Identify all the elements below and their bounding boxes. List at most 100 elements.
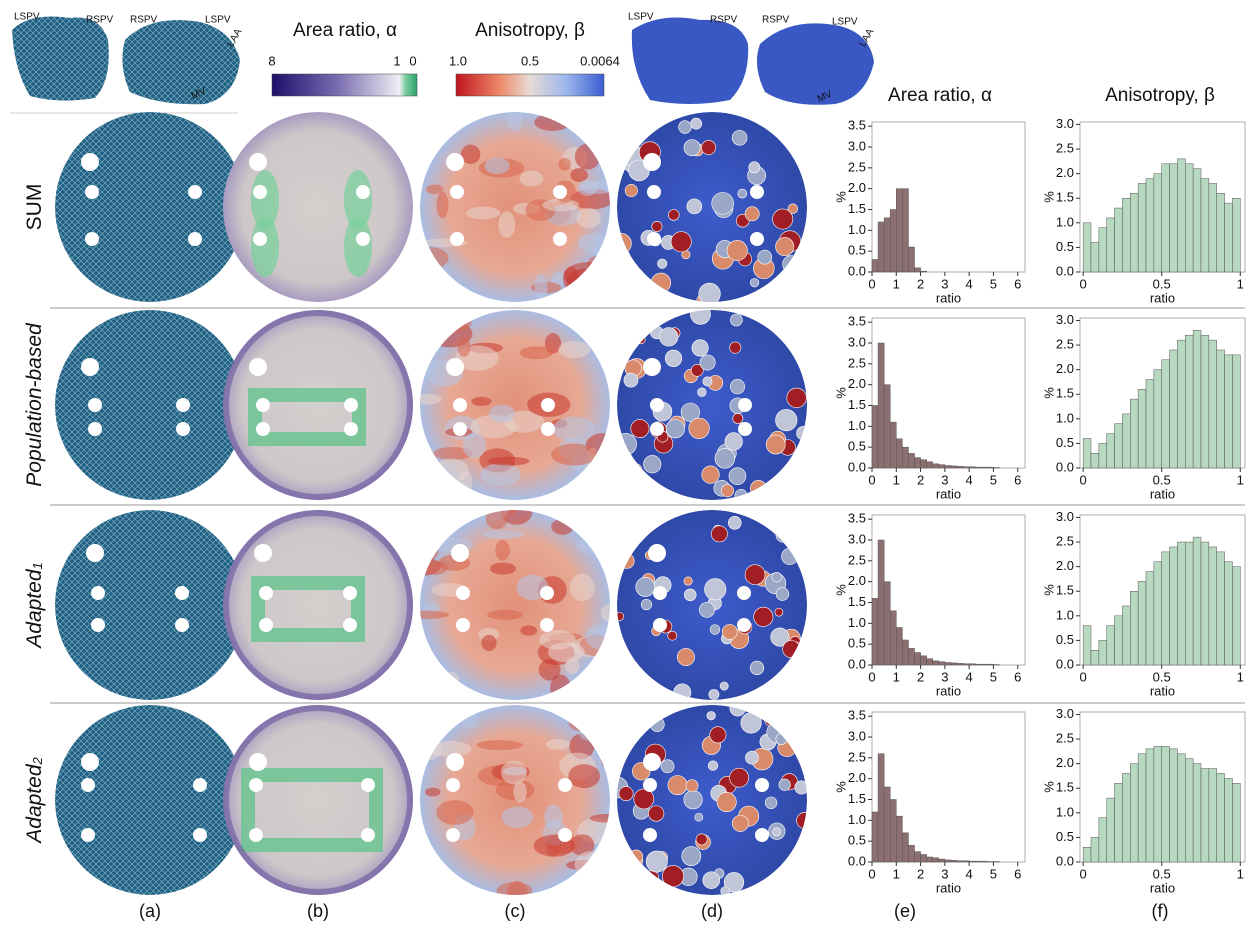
hole	[456, 586, 470, 600]
hole	[647, 185, 661, 199]
aniso-blob	[485, 158, 510, 174]
y-tick-label: 3.0	[1056, 312, 1074, 327]
atrium-mesh	[122, 20, 240, 104]
patch	[732, 130, 747, 145]
x-tick-label: 6	[1014, 276, 1021, 291]
hist-bar	[1099, 443, 1107, 468]
hist-bar	[872, 598, 878, 665]
aniso-blob	[490, 563, 516, 575]
aniso-blob	[558, 341, 590, 358]
atrium-patches	[632, 18, 748, 104]
aniso-blob	[410, 394, 442, 405]
anatomy-label: RSPV	[86, 15, 114, 26]
hist-bar	[902, 447, 908, 468]
hist-bar	[1146, 572, 1154, 665]
aniso-blob	[404, 541, 438, 562]
y-tick-label: 0.0	[1056, 853, 1074, 868]
patch	[641, 599, 652, 610]
aniso-blob	[487, 610, 523, 620]
aniso-blob	[520, 346, 553, 359]
x-tick-label: 5	[990, 669, 997, 684]
patch	[684, 790, 703, 809]
aniso-blob	[570, 574, 595, 601]
patch	[619, 786, 633, 800]
aniso-blob	[411, 247, 448, 269]
y-tick-label: 1.0	[848, 418, 866, 433]
hist-bar	[908, 648, 914, 665]
disk	[55, 705, 245, 895]
row-label-text: Population-based	[23, 322, 46, 487]
patch	[668, 495, 677, 504]
y-tick-label: 1.5	[848, 201, 866, 216]
y-tick-label: 3.0	[1056, 116, 1074, 131]
aniso-blob	[495, 540, 509, 561]
hist-bar	[1099, 640, 1107, 665]
colorbar-tick: 0.0064	[580, 53, 620, 68]
hole	[188, 232, 202, 246]
y-tick-label: 2.5	[1056, 336, 1074, 351]
y-axis-label: %	[1041, 584, 1056, 596]
disk	[55, 112, 245, 302]
y-axis-label: %	[833, 387, 848, 399]
aniso-blob	[574, 486, 596, 498]
patch	[610, 130, 624, 144]
hole	[85, 232, 99, 246]
x-tick-label: 1	[1237, 276, 1244, 291]
patch	[776, 237, 794, 255]
flattened-map	[223, 310, 413, 500]
patch	[700, 355, 715, 370]
aniso-blob	[558, 158, 570, 171]
patch	[677, 648, 694, 665]
hist-bar	[902, 833, 908, 862]
x-tick-label: 1	[1237, 669, 1244, 684]
hist-bar	[945, 663, 951, 666]
aniso-blob	[513, 781, 526, 802]
hole	[643, 828, 657, 842]
x-tick-label: 3	[941, 669, 948, 684]
x-axis-label: ratio	[936, 290, 961, 305]
x-tick-label: 4	[966, 669, 973, 684]
patch	[776, 734, 787, 745]
x-axis-label: ratio	[1150, 486, 1175, 501]
hist-bar	[1170, 350, 1178, 468]
hist-bar	[1091, 453, 1099, 468]
hist-bar	[1083, 847, 1091, 862]
hist-bar	[1193, 764, 1201, 862]
aniso-blob	[507, 105, 523, 131]
hole	[456, 618, 470, 632]
patch	[796, 292, 813, 309]
patch	[754, 607, 773, 626]
row-label-sub: 1	[30, 562, 45, 569]
hist-bar	[963, 467, 969, 468]
patch	[666, 419, 685, 438]
hole	[541, 422, 555, 436]
hole	[249, 778, 263, 792]
hist-bar	[1115, 424, 1123, 468]
hole	[653, 586, 667, 600]
aniso-blob	[520, 171, 544, 187]
hist-bar	[1177, 754, 1185, 862]
hole	[343, 586, 357, 600]
hole	[91, 586, 105, 600]
hole	[643, 753, 661, 771]
flattened-map	[406, 298, 619, 500]
hist-bar	[1138, 183, 1146, 272]
column-title: Area ratio, α	[888, 85, 992, 106]
flattened-map	[610, 106, 812, 310]
x-tick-label: 4	[966, 866, 973, 881]
hole	[356, 232, 370, 246]
y-tick-label: 0.5	[1056, 829, 1074, 844]
hist-bar	[915, 458, 921, 468]
hist-bar	[939, 859, 945, 862]
flattened-map	[55, 705, 245, 895]
patch	[662, 865, 683, 886]
y-tick-label: 2.5	[848, 749, 866, 764]
patch	[715, 448, 735, 468]
y-tick-label: 2.5	[848, 355, 866, 370]
hole	[738, 398, 752, 412]
hist-bar	[1201, 335, 1209, 468]
patch	[738, 189, 747, 198]
patch	[616, 612, 624, 620]
patch	[770, 285, 789, 304]
y-tick-label: 2.5	[848, 159, 866, 174]
